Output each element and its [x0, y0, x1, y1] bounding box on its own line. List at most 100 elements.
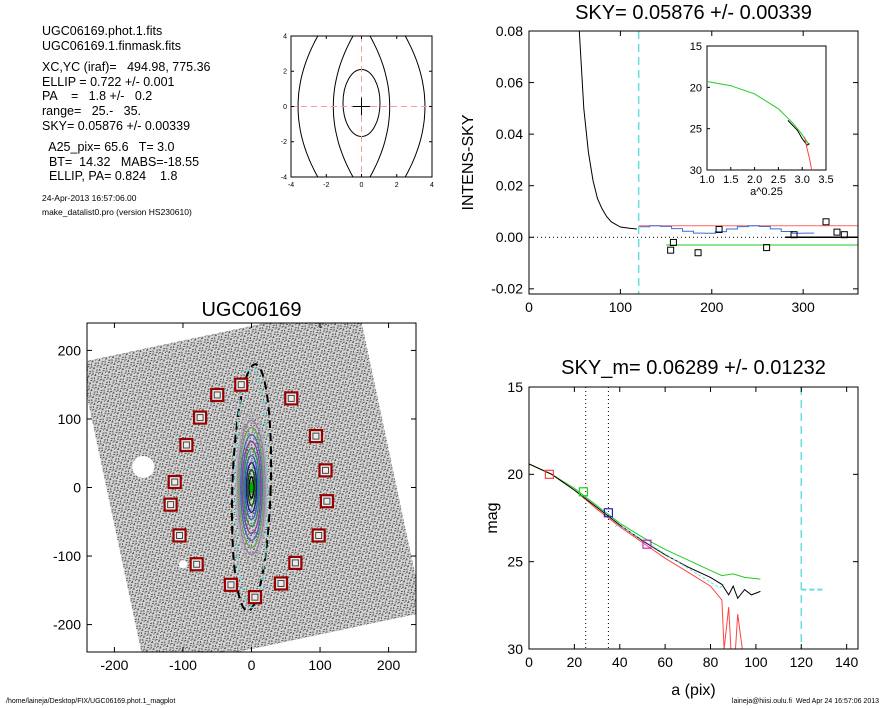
inset-y-tick-label: 30	[690, 165, 702, 177]
sky-box	[284, 391, 299, 406]
x-tick-label: -200	[100, 657, 128, 673]
footer-user: laineja@hiisi.oulu.fi Wed Apr 24 16:57:0…	[731, 698, 879, 705]
sky-box-inner	[315, 531, 323, 539]
isophote-contour	[240, 433, 263, 542]
sky-box	[189, 557, 204, 572]
sky-box	[167, 474, 182, 490]
sky-box	[163, 497, 178, 512]
mag-red-line	[529, 463, 743, 649]
info-line: ELLIP = 0.722 +/- 0.001	[42, 74, 175, 89]
y-tick-label: 15	[507, 379, 523, 395]
inset-red-line	[804, 136, 813, 171]
x-tick-label: 0	[525, 299, 533, 315]
y-tick-label: 0.00	[496, 229, 523, 245]
y-tick-label: 4	[283, 33, 287, 40]
galaxy-title: UGC06169	[201, 299, 301, 321]
info-line: XC,YC (iraf)= 494.98, 775.36	[42, 60, 211, 75]
sky-box-inner	[196, 414, 204, 422]
sky-box	[318, 463, 333, 478]
info-line: UGC06169.1.finmask.fits	[42, 38, 181, 53]
sky-box	[273, 576, 289, 591]
x-tick-label: 100	[308, 657, 332, 673]
info-line: A25_pix= 65.6 T= 3.0	[42, 140, 175, 155]
sky-box-marker	[694, 249, 702, 257]
inset-y-tick-label: 20	[690, 82, 702, 94]
y-tick-label: 30	[507, 641, 523, 657]
x-tick-label: 200	[700, 299, 724, 315]
x-tick-label: 120	[790, 654, 814, 670]
sky-box-marker	[790, 231, 798, 239]
sky-box-inner	[227, 581, 235, 589]
y-tick-label: -0.02	[491, 281, 523, 297]
mag-plot-xlabel: a (pix)	[671, 682, 715, 699]
x-tick-label: 300	[791, 299, 815, 315]
sky-box-marker	[840, 231, 848, 239]
mag-plot-frame	[528, 386, 859, 650]
y-tick-label: 25	[507, 554, 523, 570]
galaxy-nucleus	[249, 481, 254, 494]
x-tick-label: 60	[657, 654, 673, 670]
isophote-contour	[247, 469, 256, 506]
info-version: make_datalist0.pro (version HS230610)	[42, 206, 192, 217]
y-tick-label: 20	[507, 466, 523, 482]
fit-ellipse	[230, 363, 273, 612]
sky-box-inner	[171, 478, 179, 486]
y-tick-label: 0.06	[496, 74, 523, 90]
sky-box-inner	[291, 559, 299, 567]
sky-plot-ylabel: INTENS-SKY	[460, 114, 477, 210]
masked-star	[132, 455, 155, 478]
sky-box	[247, 590, 263, 605]
inset-y-tick-label: 25	[690, 124, 702, 136]
info-line: UGC06169.phot.1.fits	[42, 24, 163, 38]
info-line: ELLIP, PA= 0.824 1.8	[42, 169, 178, 184]
inset-y-tick-label: 15	[690, 41, 702, 53]
sky-box-inner	[167, 501, 175, 509]
sky-box-inner	[213, 391, 221, 399]
y-tick-label: 0	[73, 479, 81, 495]
mag-green-line	[529, 463, 761, 580]
y-tick-label: -4	[281, 174, 287, 181]
mag-series	[529, 387, 824, 649]
x-tick-label: 140	[835, 654, 859, 670]
sky-box-inner	[312, 432, 320, 440]
sky-box-inner	[323, 497, 331, 505]
sky-box-inner	[176, 531, 184, 539]
header-info: UGC06169.phot.1.fits UGC06169.1.finmask.…	[42, 24, 211, 219]
x-tick-label: 0	[248, 657, 256, 673]
inset-x-tick-label: 2.5	[771, 174, 786, 186]
isophote-contour	[235, 412, 268, 563]
sky-box	[210, 387, 225, 403]
mag-box-marker	[642, 539, 652, 549]
sky-plot-title: SKY= 0.05876 +/- 0.00339	[575, 2, 812, 24]
inset-black-line	[787, 120, 810, 146]
isophote-contour	[245, 462, 258, 513]
x-tick-label: 80	[703, 654, 719, 670]
sky-box-inner	[193, 560, 201, 568]
sky-box-marker	[833, 228, 841, 236]
inset-x-tick-label: 2.0	[747, 174, 762, 186]
sky-box-marker	[667, 246, 675, 254]
sky-box	[223, 577, 239, 592]
inset-x-tick-label: 3.5	[818, 174, 833, 186]
sky-box-inner	[287, 394, 295, 402]
y-tick-label: -2	[281, 139, 287, 146]
inset-x-tick-label: 1.5	[723, 174, 738, 186]
mag-cyan-line	[614, 522, 725, 589]
sky-box-marker	[669, 238, 677, 246]
inset-x-tick-label: 3.0	[795, 174, 810, 186]
y-tick-label: -200	[53, 616, 81, 632]
mag-box-marker	[544, 469, 555, 479]
sky-box-inner	[237, 381, 245, 389]
x-tick-label: 20	[567, 654, 583, 670]
profile-line	[578, 31, 637, 230]
info-line: range= 25.- 35.	[42, 103, 142, 118]
contour-line	[297, 36, 319, 177]
isophote-contour	[238, 426, 265, 549]
sky-box	[311, 528, 326, 543]
info-timestamp: 24-Apr-2013 16:57:06.00	[42, 192, 137, 203]
mag-box-marker	[603, 508, 614, 518]
isophote-contour	[248, 476, 255, 499]
y-tick-label: 0.02	[496, 178, 523, 194]
galaxy-image	[87, 323, 416, 652]
